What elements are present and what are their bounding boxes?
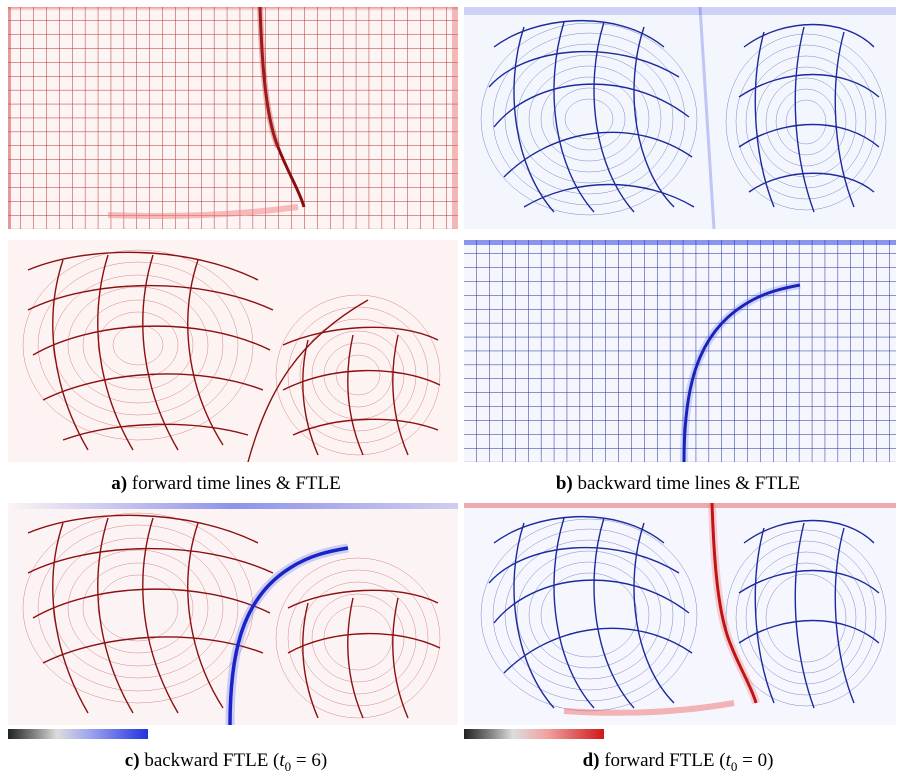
caption-c-pre: backward FTLE ( [139, 750, 280, 771]
caption-b-text: backward time lines & FTLE [572, 473, 801, 494]
colorbar-forward [464, 729, 604, 739]
caption-d-sub: 0 [730, 758, 738, 774]
caption-d: d) forward FTLE (t0 = 0) [452, 750, 904, 778]
caption-b-letter: b) [555, 473, 573, 494]
colorbar-backward [8, 729, 148, 739]
caption-c: c) backward FTLE (t0 = 6) [0, 750, 452, 778]
caption-c-var: t [279, 750, 285, 771]
caption-b: b) backward time lines & FTLE [452, 473, 904, 495]
caption-a: a) forward time lines & FTLE [0, 473, 452, 495]
panel-b-bottom [464, 240, 896, 462]
panel-c [8, 503, 458, 725]
caption-d-post: = 0) [737, 750, 774, 771]
caption-c-letter: c) [124, 750, 140, 771]
caption-a-letter: a) [111, 473, 128, 494]
caption-d-var: t [725, 750, 731, 771]
panel-a-top [8, 7, 458, 229]
panel-d [464, 503, 896, 725]
panel-a-bottom [8, 240, 458, 462]
caption-d-letter: d) [582, 750, 600, 771]
caption-a-text: forward time lines & FTLE [127, 473, 341, 494]
caption-c-sub: 0 [284, 758, 292, 774]
panel-b-top [464, 7, 896, 229]
caption-d-pre: forward FTLE ( [599, 750, 726, 771]
caption-c-post: = 6) [291, 750, 328, 771]
